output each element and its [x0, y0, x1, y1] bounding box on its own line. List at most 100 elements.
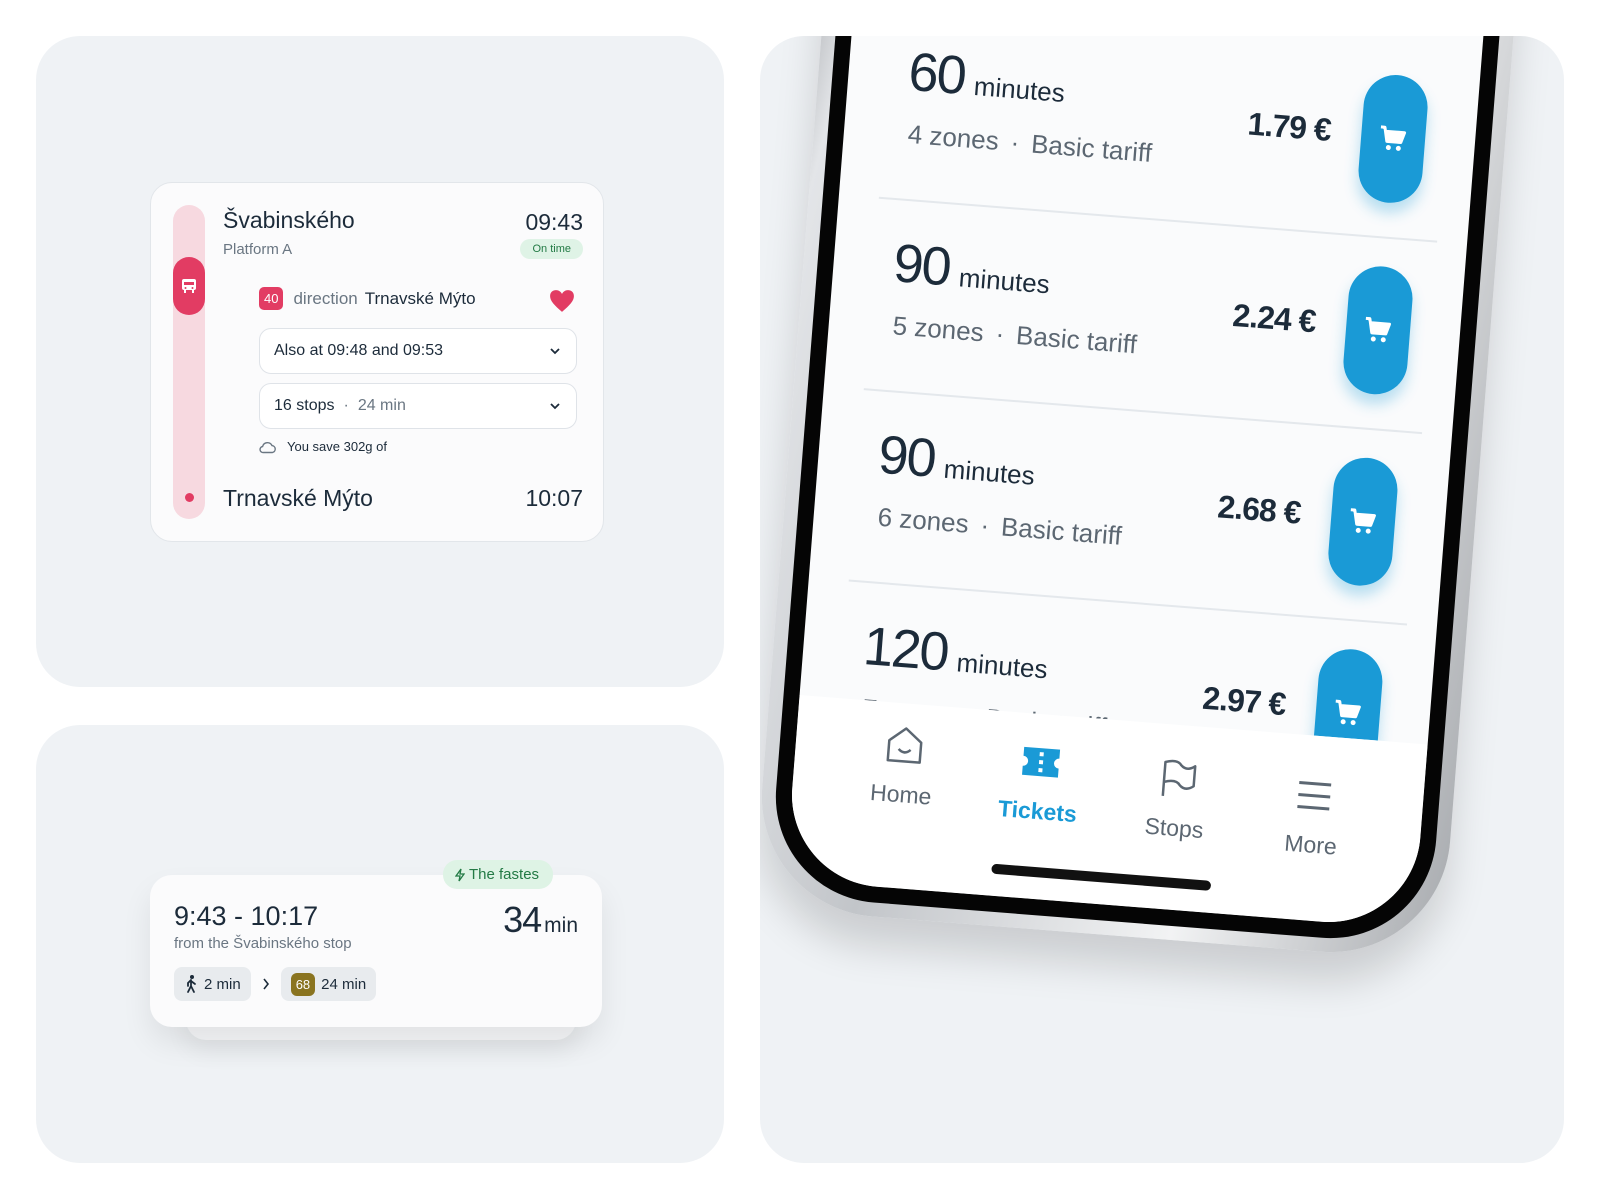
separator-dot: · — [979, 509, 991, 541]
cart-icon — [1335, 699, 1361, 726]
ticket-duration: 90 minutes — [876, 424, 1038, 498]
leg-arrow — [263, 978, 269, 990]
screen: 60 minutes 4 zones · Basic tariff 1.79 €90 min… — [785, 36, 1505, 929]
tab-label: Tickets — [997, 795, 1078, 828]
cart-icon — [1365, 316, 1392, 343]
ticket-price: 2.68 € — [1216, 488, 1302, 531]
route-from: from the Švabinského stop — [174, 935, 352, 952]
ticket-list-inner: 60 minutes 4 zones · Basic tariff 1.79 €90 min… — [800, 36, 1482, 745]
bus-icon — [173, 257, 205, 315]
duration-value: 90 — [876, 424, 937, 489]
departure-card: Švabinského 09:43 Platform A On time 40 … — [150, 182, 604, 542]
route-panel: 9:43 - 10:17 from the Švabinského stop 3… — [36, 725, 724, 1163]
ticket-duration: 60 minutes — [906, 41, 1068, 115]
legs: 2 min 68 24 min — [174, 967, 377, 1001]
separator-dot: · — [994, 318, 1006, 349]
direction: Trnavské Mýto — [364, 288, 476, 308]
walk-time: 2 min — [204, 975, 241, 993]
ticket-price: 1.79 € — [1246, 105, 1332, 148]
home-icon — [886, 727, 923, 764]
fastest-badge: The fastes — [443, 860, 554, 889]
origin-time: 09:43 — [525, 209, 583, 235]
chevron — [550, 348, 560, 355]
flag-icon — [1161, 759, 1197, 796]
buy-button[interactable] — [1341, 263, 1415, 397]
chevron — [550, 403, 560, 410]
zones: 4 zones — [906, 118, 1000, 156]
duration-unit: minutes — [957, 262, 1051, 300]
duration-value: 60 — [906, 41, 968, 107]
ride-leg: 68 24 min — [280, 967, 377, 1001]
duration-unit: minutes — [942, 453, 1036, 491]
route-bar — [173, 205, 205, 519]
bezel: 60 minutes 4 zones · Basic tariff 1.79 €90 min… — [767, 36, 1523, 947]
ticket-price: 2.97 € — [1201, 679, 1287, 723]
bolt-icon — [455, 868, 465, 881]
badge-text: The fastes — [469, 866, 540, 883]
buy-button[interactable] — [1356, 72, 1430, 206]
tab-label: More — [1283, 829, 1338, 860]
buy-button[interactable] — [1310, 646, 1385, 745]
zones: 6 zones — [876, 501, 970, 539]
tariff: Basic tariff — [1030, 128, 1154, 168]
line-badge: 40 — [259, 287, 284, 310]
tab-icon — [1154, 755, 1202, 808]
ticket-duration: 120 minutes — [861, 615, 1050, 691]
tab-icon — [1017, 739, 1065, 792]
route-card[interactable]: 9:43 - 10:17 from the Švabinského stop 3… — [150, 875, 602, 1027]
total: 34 — [503, 899, 542, 940]
cart-icon — [1380, 125, 1407, 151]
ticket-zones: 5 zones · Basic tariff — [892, 310, 1138, 360]
eco-note: You save 302g of — [287, 439, 387, 454]
destination-time: 10:07 — [525, 485, 583, 511]
tab-label: Home — [869, 778, 933, 810]
tab-icon — [1290, 772, 1338, 825]
phone: 60 minutes 4 zones · Basic tariff 1.79 €90 min… — [760, 36, 1538, 962]
favorite-button[interactable] — [549, 289, 575, 313]
time-range: 9:43 - 10:17 — [174, 901, 319, 931]
destination: Trnavské Mýto — [223, 485, 373, 511]
duration-unit: minutes — [972, 70, 1066, 108]
separator-dot: · — [343, 397, 349, 414]
ticket-zones: 4 zones · Basic tariff — [907, 119, 1153, 169]
trip-duration: 24 min — [357, 397, 406, 414]
home-indicator — [991, 863, 1212, 891]
total-time: 34 min — [503, 899, 578, 941]
platform: Platform A — [223, 241, 293, 258]
tariff: Basic tariff — [1015, 319, 1138, 360]
origin: Švabinského — [223, 207, 355, 233]
also-at-dropdown[interactable]: Also at 09:48 and 09:53 — [259, 328, 577, 374]
ticket-list: 60 minutes 4 zones · Basic tariff 1.79 €90 min… — [800, 36, 1505, 745]
zones: 5 zones — [891, 310, 985, 348]
departure-panel: Švabinského 09:43 Platform A On time 40 … — [36, 36, 724, 687]
total-unit: min — [544, 914, 578, 937]
menu-icon — [1297, 781, 1332, 811]
duration-value: 120 — [861, 616, 950, 683]
tab-label: Stops — [1143, 812, 1205, 844]
tab-item[interactable]: Stops — [1118, 753, 1235, 852]
stops-dropdown[interactable]: 16 stops · 24 min — [259, 383, 577, 429]
separator-dot: · — [1009, 126, 1021, 158]
cart-icon — [1350, 508, 1376, 534]
walk-icon — [187, 975, 196, 993]
bus-glyph — [182, 279, 196, 293]
tab-item[interactable]: Home — [844, 719, 962, 830]
cloud-icon — [259, 441, 276, 453]
line-badge: 68 — [290, 972, 316, 996]
stops: 16 stops — [274, 397, 335, 414]
buy-button[interactable] — [1326, 455, 1400, 589]
tab-item[interactable]: More — [1255, 770, 1371, 863]
tariff: Basic tariff — [1000, 511, 1123, 551]
eco-row: You save 302g of — [259, 439, 387, 454]
ticket-row: 90 minutes 5 zones · Basic tariff 2.24 € — [863, 198, 1438, 435]
ticket-price: 2.24 € — [1231, 296, 1317, 340]
tab-item[interactable]: Tickets — [981, 736, 1098, 841]
ticket-zones: 6 zones · Basic tariff — [877, 502, 1123, 552]
direction-label: direction — [293, 288, 358, 308]
tab-items: Home Tickets Stops More — [790, 695, 1428, 867]
ticket-icon — [1022, 746, 1061, 778]
phone-panel: 60 minutes 4 zones · Basic tariff 1.79 €90 min… — [760, 36, 1564, 1163]
